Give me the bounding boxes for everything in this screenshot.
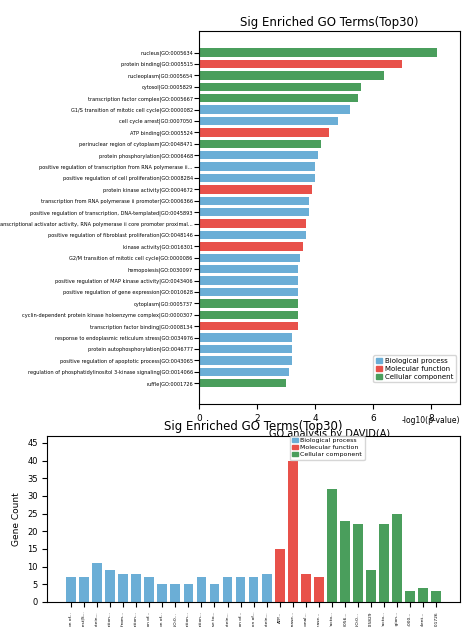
Bar [199, 162, 315, 171]
Bar [199, 140, 321, 148]
Bar [199, 151, 318, 159]
Bar [199, 185, 312, 194]
Bar [105, 570, 115, 602]
Bar [199, 48, 437, 57]
Bar [353, 524, 363, 602]
Bar [197, 577, 206, 602]
Bar [199, 208, 309, 216]
Bar [275, 549, 284, 602]
Legend: Biological process, Molecular function, Cellular component: Biological process, Molecular function, … [290, 436, 365, 460]
Bar [199, 277, 298, 285]
Bar [131, 574, 141, 602]
Bar [118, 574, 128, 602]
Bar [199, 265, 298, 273]
Bar [199, 299, 298, 308]
Bar [199, 367, 289, 376]
Bar [199, 71, 384, 80]
Bar [340, 520, 350, 602]
Bar [327, 489, 337, 602]
Bar [366, 570, 376, 602]
Bar [199, 379, 286, 387]
Title: Sig Enriched GO Terms(Top30): Sig Enriched GO Terms(Top30) [164, 420, 343, 433]
Bar [199, 356, 292, 365]
Bar [157, 584, 167, 602]
Bar [210, 584, 219, 602]
X-axis label: GO analysis by DAVID(A): GO analysis by DAVID(A) [269, 429, 390, 439]
Bar [199, 117, 338, 125]
Bar [66, 577, 76, 602]
Text: -log10(p-value): -log10(p-value) [401, 416, 460, 424]
Bar [199, 288, 298, 297]
Bar [79, 577, 89, 602]
Bar [314, 577, 324, 602]
Bar [145, 577, 154, 602]
Bar [199, 94, 358, 102]
Bar [199, 60, 402, 68]
Y-axis label: Gene Count: Gene Count [12, 492, 21, 545]
Bar [223, 577, 232, 602]
Bar [431, 591, 441, 602]
Bar [262, 574, 272, 602]
Bar [199, 105, 350, 114]
Bar [199, 83, 361, 91]
Bar [288, 460, 298, 602]
Bar [418, 587, 428, 602]
Bar [183, 584, 193, 602]
Title: Sig Enriched GO Terms(Top30): Sig Enriched GO Terms(Top30) [240, 16, 419, 29]
Bar [379, 524, 389, 602]
Bar [236, 577, 246, 602]
Bar [199, 242, 303, 251]
Bar [199, 128, 329, 137]
Bar [199, 334, 292, 342]
Bar [92, 563, 102, 602]
Bar [301, 574, 310, 602]
Legend: Biological process, Molecular function, Cellular component: Biological process, Molecular function, … [374, 356, 456, 382]
Bar [199, 310, 298, 319]
Bar [199, 196, 309, 205]
Bar [405, 591, 415, 602]
Bar [199, 231, 306, 240]
Bar [199, 174, 315, 182]
Bar [199, 345, 292, 353]
Bar [199, 253, 301, 262]
Bar [199, 219, 306, 228]
Bar [392, 514, 402, 602]
Bar [199, 322, 298, 330]
Bar [171, 584, 180, 602]
Bar [249, 577, 258, 602]
